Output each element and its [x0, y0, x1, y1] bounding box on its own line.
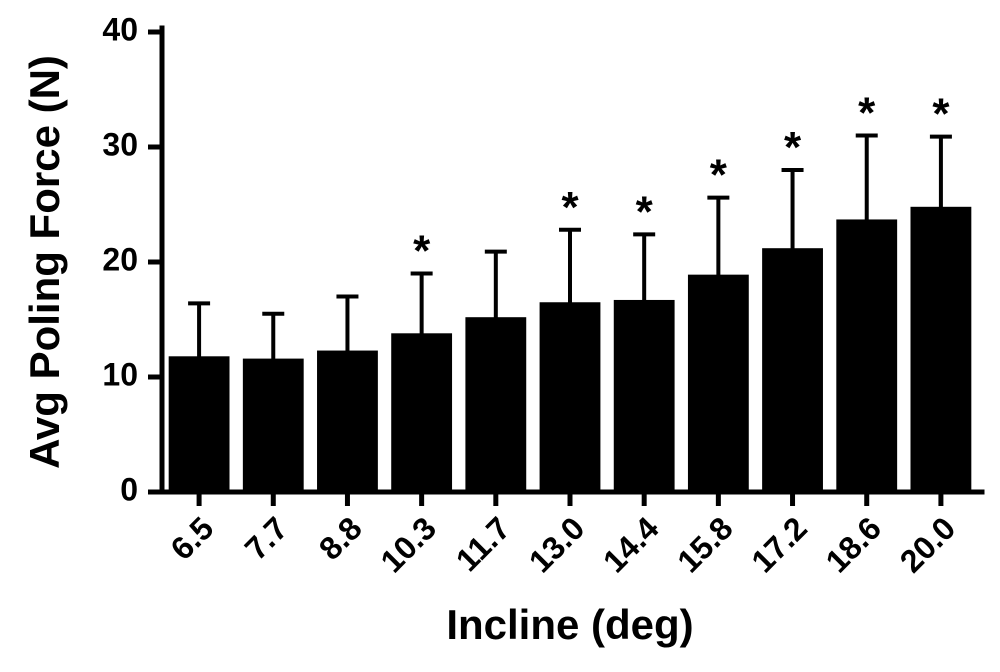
y-tick-label: 10: [102, 356, 138, 392]
y-axis-label: Avg Poling Force (N): [21, 55, 68, 469]
x-axis-label: Incline (deg): [446, 601, 693, 648]
poling-force-chart: * * * * * * * 0 10 20 30 40 6.5 7.7 8.810.311.713.014.…: [0, 0, 1000, 667]
x-tick-label: 6.5: [164, 510, 221, 567]
significance-star: *: [710, 151, 728, 200]
significance-star: *: [561, 183, 579, 232]
x-tick-label: 18.6: [819, 510, 888, 579]
y-tick-label: 0: [120, 471, 138, 507]
x-tick-label: 8.8: [312, 510, 369, 567]
x-tick-label: 11.7: [449, 510, 517, 578]
x-tick-label: 20.0: [893, 510, 962, 579]
y-tick-label: 20: [102, 241, 138, 277]
significance-star: *: [636, 187, 654, 236]
x-tick-label: 14.4: [596, 510, 666, 580]
y-tick-label: 30: [102, 126, 138, 162]
chart-svg: * * * * * * * 0 10 20 30 40 6.5 7.7 8.810.311.713.014.…: [0, 0, 1000, 667]
x-tick-label: 13.0: [522, 510, 591, 579]
significance-star: *: [784, 123, 802, 172]
significance-star: *: [413, 227, 431, 276]
y-tick-label: 40: [102, 11, 138, 47]
significance-star: *: [932, 90, 950, 139]
significance-star: *: [858, 89, 876, 138]
x-tick-label: 7.7: [238, 510, 295, 567]
x-tick-label: 17.2: [744, 510, 813, 579]
x-tick-label: 10.3: [373, 510, 442, 579]
x-tick-label: 15.8: [670, 510, 739, 579]
